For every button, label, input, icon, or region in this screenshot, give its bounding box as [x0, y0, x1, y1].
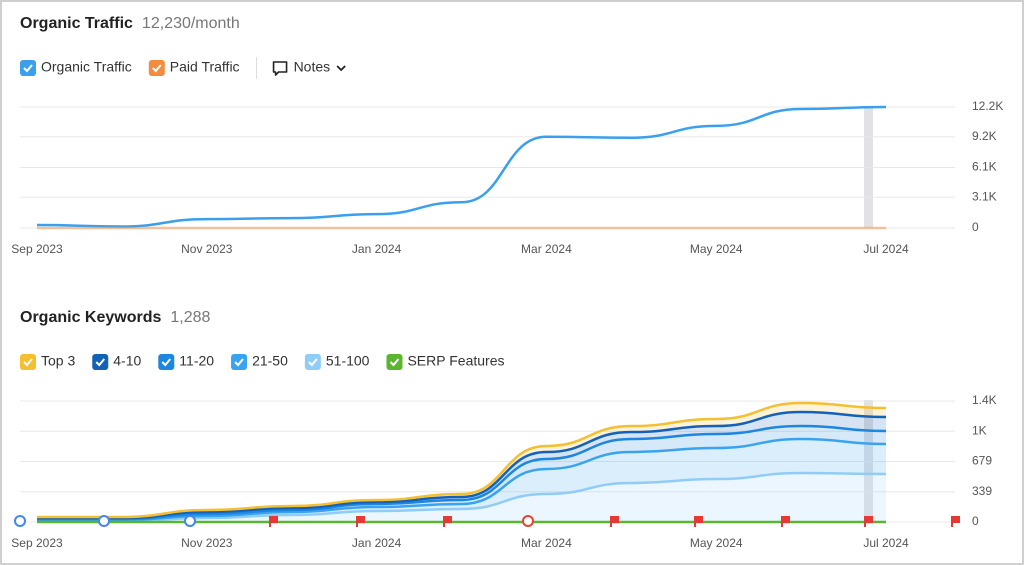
y-tick-label: 1.4K — [972, 393, 997, 407]
x-tick-label: Mar 2024 — [521, 536, 572, 550]
legend-checkbox[interactable] — [92, 354, 109, 370]
legend-checkbox[interactable] — [158, 354, 175, 370]
section-title: Organic Keywords — [20, 309, 161, 326]
x-tick-label: Nov 2023 — [181, 536, 233, 550]
legend-check — [95, 358, 106, 367]
legend-checkbox[interactable] — [231, 354, 248, 370]
y-tick-label: 0 — [972, 220, 979, 234]
y-tick-label: 1K — [972, 423, 987, 437]
serp-icons — [14, 515, 960, 527]
series-line — [37, 401, 887, 519]
series-line — [37, 424, 887, 521]
legend-label[interactable]: SERP Features — [407, 353, 504, 369]
legend-label[interactable]: 11-20 — [179, 353, 214, 369]
x-tick-label: Jul 2024 — [863, 242, 909, 256]
legend-checkbox[interactable] — [386, 354, 403, 370]
legend-label[interactable]: Top 3 — [41, 353, 75, 369]
legend-check — [161, 358, 172, 367]
legend-label[interactable]: 4-10 — [113, 353, 141, 369]
legend-check — [152, 64, 162, 73]
y-tick-label: 679 — [972, 454, 992, 468]
x-tick-label: Jan 2024 — [352, 536, 402, 550]
x-tick-label: Sep 2023 — [11, 536, 63, 550]
series-line — [36, 437, 887, 522]
y-tick-label: 12.2K — [972, 99, 1003, 113]
google-icon — [98, 515, 110, 527]
y-tick-label: 6.1K — [972, 160, 997, 174]
y-tick-label: 9.2K — [972, 129, 997, 143]
x-tick-label: May 2024 — [690, 536, 743, 550]
hover-band — [864, 400, 873, 521]
section-subtitle: 12,230/month — [142, 15, 240, 32]
google-icon — [14, 515, 26, 527]
legend-label[interactable]: 21-50 — [252, 353, 288, 369]
x-tick-label: Jan 2024 — [352, 242, 402, 256]
series-line — [36, 471, 887, 523]
legend-check — [23, 64, 33, 73]
legend-label[interactable]: Organic Traffic — [41, 59, 132, 75]
legend-check — [389, 358, 400, 367]
notes-button[interactable]: Notes — [294, 59, 331, 75]
legend-check — [234, 358, 244, 367]
flag-icon — [781, 516, 790, 527]
legend-check — [308, 358, 318, 367]
stack-area — [37, 439, 886, 522]
x-tick-label: May 2024 — [690, 242, 743, 256]
y-tick-label: 0 — [972, 514, 979, 528]
google-icon — [184, 515, 196, 527]
flag-icon — [694, 516, 703, 527]
series-line — [36, 105, 887, 228]
y-tick-label: 339 — [972, 484, 992, 498]
series-line — [37, 410, 887, 520]
flag-icon — [610, 516, 619, 527]
y-tick-label: 3.1K — [972, 189, 997, 203]
x-tick-label: Jul 2024 — [863, 536, 909, 550]
legend-checkbox[interactable] — [304, 354, 321, 370]
charts: Organic Traffic 12,230/month Organic Traff… — [11, 15, 1003, 550]
legend-checkbox[interactable] — [20, 60, 36, 76]
notes-icon — [272, 61, 288, 76]
flag-icon — [443, 516, 452, 527]
legend-check — [23, 358, 33, 367]
legend-checkbox[interactable] — [20, 354, 36, 370]
legend-label[interactable]: Paid Traffic — [170, 59, 240, 75]
x-tick-label: Nov 2023 — [181, 242, 233, 256]
flag-icon — [269, 516, 278, 527]
legend-checkbox[interactable] — [148, 60, 165, 76]
section-title: Organic Traffic — [20, 15, 133, 32]
notes-chevron — [336, 65, 346, 72]
flag-icon — [951, 516, 960, 527]
section-subtitle: 1,288 — [170, 309, 210, 326]
flag-icon — [864, 516, 873, 527]
flag-icon — [356, 516, 365, 527]
stack-area — [37, 472, 886, 522]
google-icon — [522, 515, 534, 527]
x-tick-label: Mar 2024 — [521, 242, 572, 256]
legend-label[interactable]: 51-100 — [326, 353, 370, 369]
x-tick-label: Sep 2023 — [11, 242, 63, 256]
